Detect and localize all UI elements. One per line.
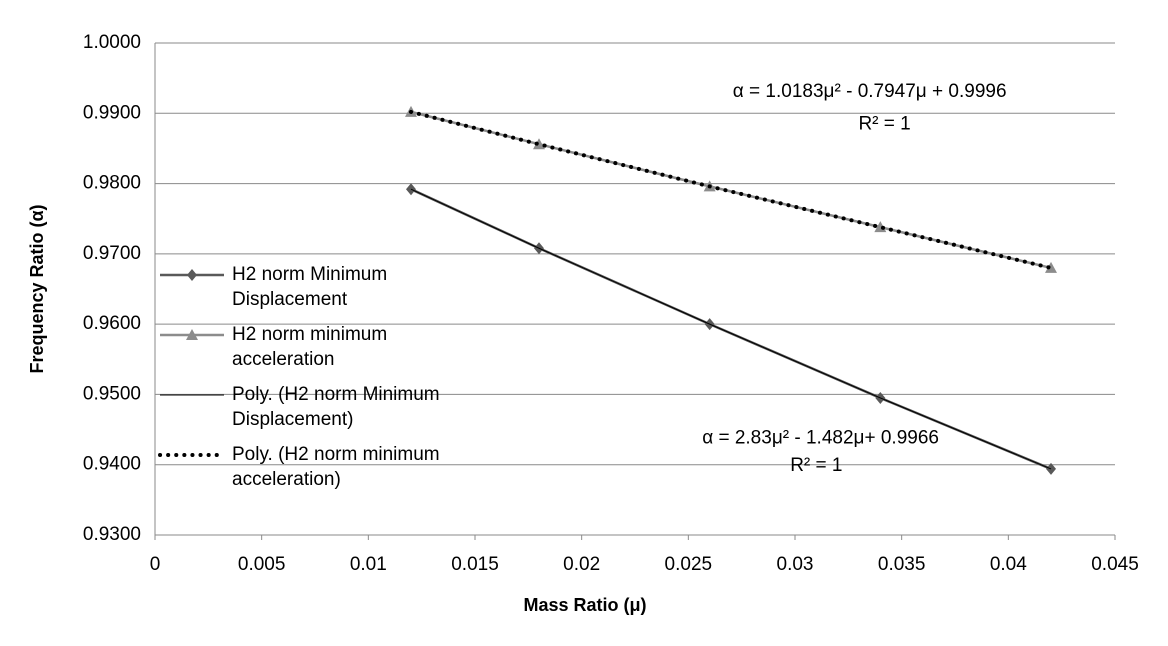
legend-label: H2 norm Minimum Displacement [232,264,388,310]
legend-swatch [160,394,224,396]
legend-entry: Poly. (H2 norm minimum acceleration) [158,442,458,492]
y-tick-label: 0.9400 [83,454,141,475]
y-tick-label: 0.9900 [83,102,141,123]
legend-swatch [158,453,226,457]
legend-label: Poly. (H2 norm Minimum Displacement) [232,384,440,430]
x-tick-label: 0.015 [451,554,499,575]
legend-entry: H2 norm Minimum Displacement [158,262,458,312]
y-axis-label: Frequency Ratio (α) [27,204,47,373]
x-tick-label: 0.04 [990,554,1027,575]
marker [187,269,197,281]
annotation: R² = 1 [790,455,842,476]
legend-label: Poly. (H2 norm minimum acceleration) [232,444,440,490]
x-tick-label: 0.005 [238,554,286,575]
series-line [409,109,1053,270]
x-axis-label: Mass Ratio (μ) [523,595,646,615]
x-tick-label: 0.03 [777,554,814,575]
x-tick-label: 0.01 [350,554,387,575]
annotation: α = 2.83μ² - 1.482μ+ 0.9966 [702,428,939,449]
marker [533,138,545,150]
legend: H2 norm Minimum Displacement H2 norm mini… [158,262,458,502]
legend-entry: H2 norm minimum acceleration [158,322,458,372]
series-line [410,188,1052,470]
y-tick-label: 0.9500 [83,383,141,404]
marker [1045,261,1057,273]
x-tick-label: 0.025 [665,554,713,575]
x-tick-label: 0 [150,554,161,575]
marker [186,329,198,340]
legend-swatch [160,329,224,340]
annotation: α = 1.0183μ² - 0.7947μ + 0.9996 [733,81,1007,102]
legend-label: H2 norm minimum acceleration [232,324,388,370]
y-tick-label: 0.9300 [83,524,141,545]
annotation: R² = 1 [858,114,910,135]
y-tick-label: 1.0000 [83,32,141,53]
legend-entry: Poly. (H2 norm Minimum Displacement) [158,382,458,432]
x-tick-label: 0.035 [878,554,926,575]
y-tick-label: 0.9600 [83,313,141,334]
y-tick-label: 0.9800 [83,173,141,194]
legend-swatch [160,269,224,281]
x-tick-label: 0.02 [563,554,600,575]
y-tick-label: 0.9700 [83,243,141,264]
x-tick-label: 0.045 [1091,554,1139,575]
